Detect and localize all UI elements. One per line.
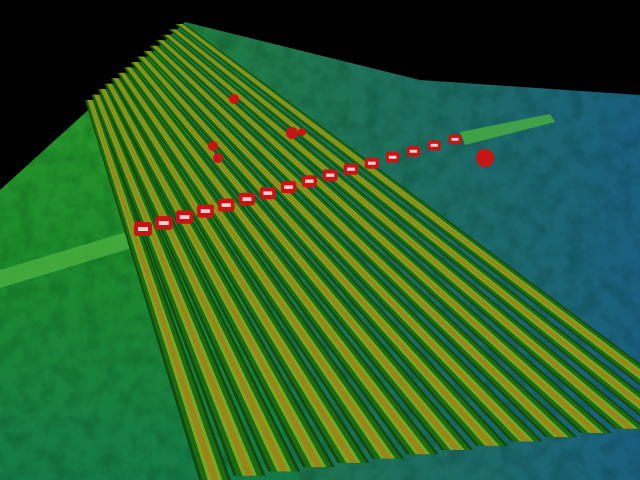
ridge bbox=[162, 34, 640, 429]
pad bbox=[280, 181, 297, 194]
pad bbox=[385, 151, 400, 163]
ridge bbox=[85, 100, 231, 480]
ridge bbox=[110, 78, 370, 463]
pad bbox=[196, 204, 214, 218]
ridges bbox=[85, 24, 640, 480]
ridge bbox=[104, 83, 335, 468]
pad bbox=[238, 192, 256, 206]
pad bbox=[427, 140, 441, 151]
particle bbox=[229, 94, 239, 104]
particle bbox=[298, 128, 306, 136]
pad bbox=[175, 210, 194, 224]
particle bbox=[213, 153, 223, 163]
pad bbox=[364, 157, 379, 169]
pad bbox=[259, 186, 276, 200]
pad bbox=[406, 146, 421, 157]
pad bbox=[322, 169, 338, 181]
cross-trace-right bbox=[460, 114, 555, 145]
pads bbox=[134, 94, 494, 236]
pad bbox=[217, 198, 235, 212]
ridge bbox=[155, 40, 613, 433]
ridge bbox=[117, 72, 405, 459]
cross-traces bbox=[0, 114, 555, 288]
pad bbox=[134, 222, 152, 236]
ridge bbox=[97, 89, 301, 472]
ridge bbox=[149, 45, 578, 438]
ridge bbox=[142, 51, 543, 442]
ridge bbox=[175, 24, 640, 386]
pad bbox=[154, 216, 173, 230]
particle bbox=[476, 149, 494, 167]
ridge bbox=[136, 56, 509, 446]
cross-trace-left bbox=[0, 228, 145, 288]
pad bbox=[301, 175, 317, 188]
particle bbox=[286, 127, 298, 139]
pad bbox=[448, 134, 462, 145]
ridge bbox=[123, 67, 439, 455]
pad bbox=[343, 163, 359, 175]
ridge bbox=[168, 29, 640, 417]
particle bbox=[208, 141, 218, 151]
ridge bbox=[91, 94, 266, 476]
